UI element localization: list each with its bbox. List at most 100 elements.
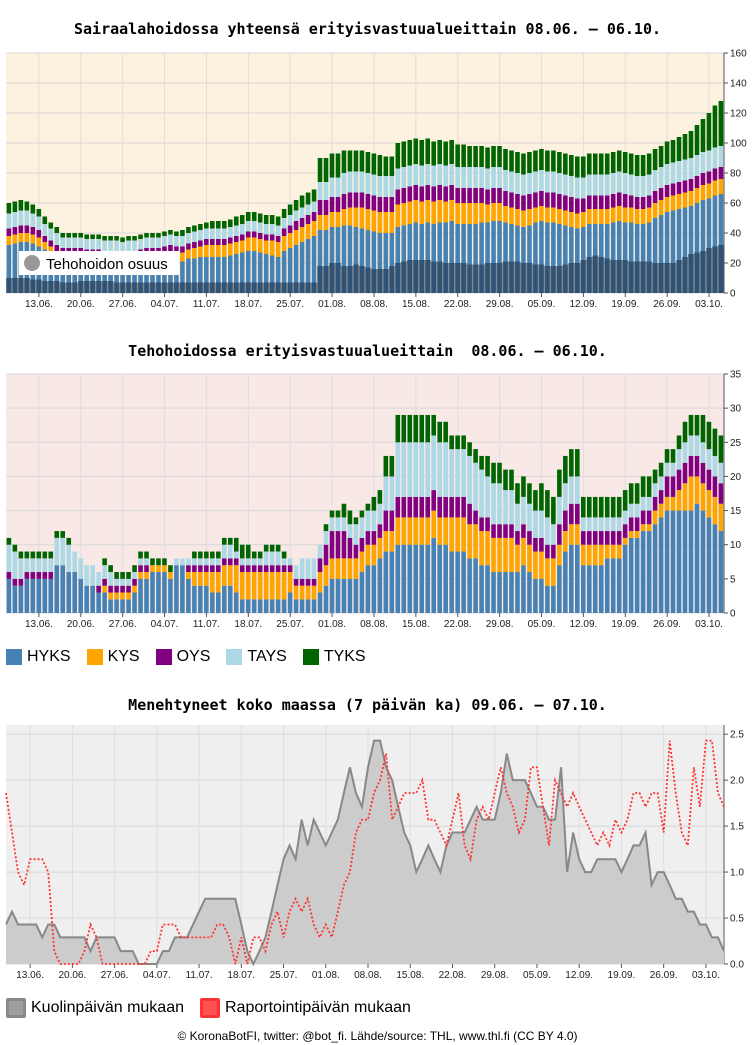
chart2-bar-tays xyxy=(407,442,413,497)
chart2-bar-tyks xyxy=(126,572,131,579)
chart2-bar-kys xyxy=(694,476,700,504)
chart1-icu-share-area xyxy=(6,245,724,293)
chart1-bar-tyks xyxy=(186,227,191,233)
chart2-bar-tays xyxy=(545,517,550,545)
chart2-bar-tyks xyxy=(359,510,365,518)
chart1-bar-hyks xyxy=(227,255,233,293)
chart1-bar-tyks xyxy=(557,152,562,173)
chart2-bar-oys xyxy=(419,496,425,518)
chart2-bar-tyks xyxy=(281,551,287,559)
chart2-xtick-label: 05.09. xyxy=(528,619,556,630)
chart2-bar-kys xyxy=(592,544,598,566)
chart2-bar-kys xyxy=(192,572,197,586)
chart1-bar-hyks xyxy=(102,263,107,293)
chart2-bar-hyks xyxy=(216,592,221,613)
chart1-bar-oys xyxy=(533,192,538,208)
chart1-bar-tays xyxy=(569,176,574,197)
chart1-bar-kys xyxy=(694,188,700,203)
chart2-bar-kys xyxy=(353,558,359,579)
chart2-bar-kys xyxy=(317,572,323,593)
chart1-bar-hyks xyxy=(658,215,664,293)
chart1-xtick-label: 25.07. xyxy=(276,299,304,310)
hospital-chart: 0 20 40 60 80 100 120 140 160 13.06. 20.06. 27.06. 0… xyxy=(6,49,747,310)
chart1-bar-tyks xyxy=(245,212,251,221)
chart1-bar-tays xyxy=(581,177,586,199)
chart1-xtick-label: 05.09. xyxy=(528,299,556,310)
chart2-bar-kys xyxy=(467,524,472,559)
chart2-bar-tyks xyxy=(551,496,556,525)
chart1-bar-hyks xyxy=(557,224,562,293)
chart2-bar-kys xyxy=(359,551,365,573)
chart2-bar-oys xyxy=(108,585,113,593)
chart1-bar-kys xyxy=(521,210,526,227)
chart1-bar-oys xyxy=(293,221,299,230)
chart2-bar-oys xyxy=(551,544,556,559)
chart1-bar-kys xyxy=(233,242,239,254)
chart1-bar-oys xyxy=(455,188,460,203)
chart2-bar-tays xyxy=(317,544,323,559)
chart1-bar-tyks xyxy=(269,215,275,224)
chart1-bar-tays xyxy=(126,240,131,251)
chart1-bar-kys xyxy=(281,236,287,251)
chart1-bar-hyks xyxy=(682,207,688,293)
chart1-bar-kys xyxy=(557,209,562,224)
chart1-bar-hyks xyxy=(108,263,113,293)
chart2-bar-hyks xyxy=(48,578,54,613)
chart1-title: Sairaalahoidossa yhteensä erityisvastuua… xyxy=(74,20,661,38)
chart1-bar-kys xyxy=(383,212,389,233)
chart2-bar-kys xyxy=(461,517,466,552)
chart1-bar-tyks xyxy=(132,236,137,241)
chart2-bar-kys xyxy=(449,517,454,552)
chart1-bar-tays xyxy=(557,173,562,194)
chart1-xtick-label: 18.07. xyxy=(234,299,262,310)
chart2-bar-tyks xyxy=(371,496,377,511)
chart1-bar-oys xyxy=(503,191,508,206)
chart1-bar-tyks xyxy=(371,153,377,175)
chart1-bar-hyks xyxy=(622,222,628,293)
chart1-bar-hyks xyxy=(275,257,281,293)
chart2-bar-hyks xyxy=(509,572,514,613)
chart1-bar-oys xyxy=(275,236,281,242)
chart1-bar-hyks xyxy=(12,243,18,293)
icu-chart: 0 5 10 15 20 25 30 35 13.06. 20.06. 27.06. 04.07. 11… xyxy=(6,370,742,630)
chart1-bar-kys xyxy=(527,209,532,226)
chart1-bar-kys xyxy=(569,212,574,227)
chart2-bar-oys xyxy=(640,510,646,525)
chart1-bar-oys xyxy=(216,239,221,245)
chart1-bar-tyks xyxy=(198,224,203,230)
chart1-bar-tays xyxy=(275,225,281,236)
chart2-bar-hyks xyxy=(718,531,724,613)
chart1-bar-oys xyxy=(652,191,658,203)
chart2-bar-oys xyxy=(443,496,448,518)
chart1-bar-tyks xyxy=(473,146,478,167)
chart1-bar-tays xyxy=(365,173,371,194)
chart2-bar-tyks xyxy=(586,496,592,518)
chart2-bar-kys xyxy=(425,517,431,545)
chart2-bar-kys xyxy=(132,585,137,593)
chart2-bar-tays xyxy=(437,442,442,497)
chart1-xtick-label: 27.06. xyxy=(109,299,137,310)
chart2-bar-kys xyxy=(622,537,628,545)
chart1-bar-kys xyxy=(431,201,436,224)
chart2-bar-kys xyxy=(527,544,532,573)
chart1-bar-tyks xyxy=(425,138,431,164)
chart1-bar-hyks xyxy=(90,261,95,293)
chart2-bar-oys xyxy=(634,517,640,532)
chart2-ytick-label: 5 xyxy=(730,574,736,585)
chart2-bar-kys xyxy=(150,565,155,573)
chart1-bar-hyks xyxy=(84,261,89,293)
chart2-bar-hyks xyxy=(652,524,658,613)
footer-credit: © KoronaBotFI, twitter: @bot_fi. Lähde/s… xyxy=(177,1029,578,1043)
chart2-bar-oys xyxy=(467,503,472,525)
chart2-bar-tays xyxy=(335,517,341,532)
chart1-bar-tyks xyxy=(521,153,526,175)
chart1-bar-hyks xyxy=(353,227,359,293)
chart2-bar-hyks xyxy=(269,599,275,613)
chart3-xtick-label: 05.09. xyxy=(523,970,551,981)
chart2-bar-kys xyxy=(186,572,191,579)
chart1-bar-oys xyxy=(299,218,305,227)
chart1-bar-hyks xyxy=(341,225,347,293)
chart1-bar-tays xyxy=(497,167,502,188)
chart1-bar-oys xyxy=(222,239,227,245)
chart2-bar-hyks xyxy=(18,585,24,613)
